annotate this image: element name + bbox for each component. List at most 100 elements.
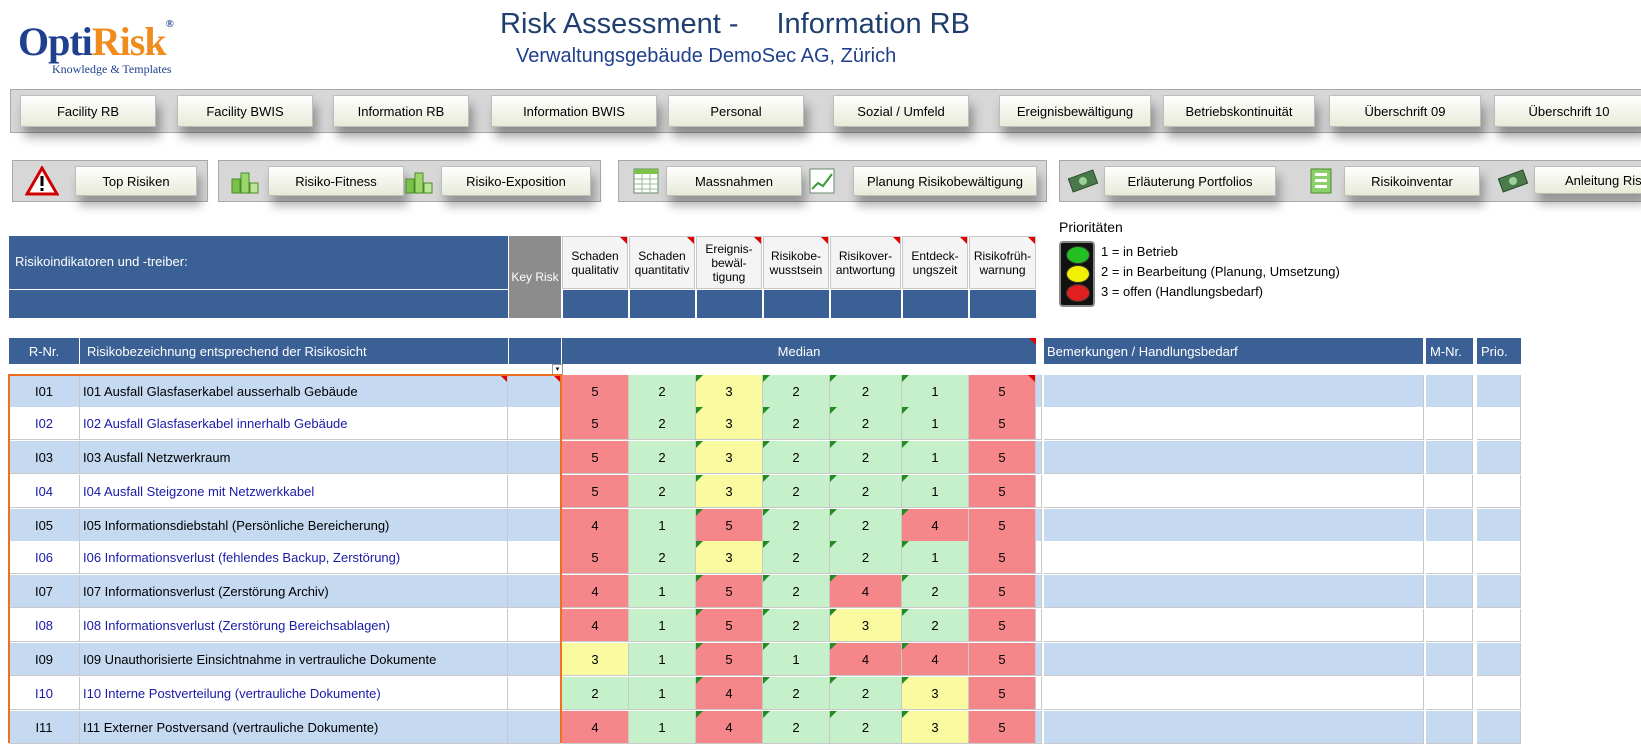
median-value-cell[interactable]: 4 <box>696 677 763 710</box>
remarks-cell[interactable] <box>1044 643 1424 676</box>
median-value-cell[interactable]: 1 <box>629 711 696 744</box>
table-row[interactable]: I03 I03 Ausfall Netzwerkraum 5 2 3 2 2 1 5 <box>9 441 1521 474</box>
remarks-cell[interactable] <box>1044 711 1424 744</box>
key-risk-cell[interactable] <box>508 407 561 440</box>
key-risk-cell[interactable] <box>508 711 561 744</box>
risk-id-cell[interactable]: I11 <box>9 711 80 744</box>
risk-name-cell[interactable]: I03 Ausfall Netzwerkraum <box>80 441 508 474</box>
risk-id-cell[interactable]: I05 <box>9 509 80 542</box>
prio-cell[interactable] <box>1477 407 1521 440</box>
prio-cell[interactable] <box>1477 609 1521 642</box>
median-value-cell[interactable]: 2 <box>830 375 902 408</box>
nav-personal-button[interactable]: Personal <box>668 95 804 127</box>
risiko-fitness-button[interactable]: Risiko-Fitness <box>268 166 404 196</box>
risk-name-cell[interactable]: I07 Informationsverlust (Zerstörung Arch… <box>80 575 508 608</box>
remarks-cell[interactable] <box>1044 407 1424 440</box>
nav-betriebskontinuitaet-button[interactable]: Betriebskontinuität <box>1163 95 1315 127</box>
median-value-cell[interactable]: 3 <box>902 711 969 744</box>
key-risk-cell[interactable] <box>508 509 561 542</box>
indicator-value-cell[interactable] <box>562 290 628 318</box>
prio-cell[interactable] <box>1477 541 1521 574</box>
median-value-cell[interactable]: 2 <box>763 407 830 440</box>
massnahmen-button[interactable]: Massnahmen <box>666 166 802 196</box>
median-value-cell[interactable]: 1 <box>902 375 969 408</box>
nav-facility-rb-button[interactable]: Facility RB <box>20 95 156 127</box>
nav-ueberschrift-10-button[interactable]: Überschrift 10 <box>1494 95 1641 127</box>
median-value-cell[interactable]: 4 <box>562 609 629 642</box>
risiko-exposition-button[interactable]: Risiko-Exposition <box>441 166 591 196</box>
key-risk-cell[interactable] <box>508 575 561 608</box>
median-value-cell[interactable]: 5 <box>969 441 1036 474</box>
table-row[interactable]: I06 I06 Informationsverlust (fehlendes Ba… <box>9 541 1521 574</box>
median-value-cell[interactable]: 3 <box>696 375 763 408</box>
median-value-cell[interactable]: 4 <box>696 711 763 744</box>
median-value-cell[interactable]: 5 <box>969 475 1036 508</box>
median-value-cell[interactable]: 1 <box>902 541 969 574</box>
risk-name-cell[interactable]: I05 Informationsdiebstahl (Persönliche B… <box>80 509 508 542</box>
planung-risikobewaeltigung-button[interactable]: Planung Risikobewältigung <box>853 166 1037 196</box>
remarks-cell[interactable] <box>1044 475 1424 508</box>
key-risk-cell[interactable] <box>508 677 561 710</box>
prio-cell[interactable] <box>1477 375 1521 408</box>
nav-sozial-umfeld-button[interactable]: Sozial / Umfeld <box>833 95 969 127</box>
risk-id-cell[interactable]: I06 <box>9 541 80 574</box>
risk-id-cell[interactable]: I01 <box>9 375 80 408</box>
indicator-value-cell[interactable] <box>902 290 968 318</box>
median-value-cell[interactable]: 2 <box>763 441 830 474</box>
risk-id-cell[interactable]: I04 <box>9 475 80 508</box>
risk-name-cell[interactable]: I02 Ausfall Glasfaserkabel innerhalb Geb… <box>80 407 508 440</box>
median-value-cell[interactable]: 5 <box>696 609 763 642</box>
top-risiken-button[interactable]: Top Risiken <box>75 166 197 196</box>
risk-id-cell[interactable]: I09 <box>9 643 80 676</box>
median-value-cell[interactable]: 3 <box>696 475 763 508</box>
risk-name-cell[interactable]: I04 Ausfall Steigzone mit Netzwerkkabel <box>80 475 508 508</box>
median-value-cell[interactable]: 5 <box>696 643 763 676</box>
key-risk-cell[interactable] <box>508 643 561 676</box>
chart-icon[interactable] <box>805 165 839 197</box>
median-value-cell[interactable]: 2 <box>763 375 830 408</box>
nav-ueberschrift-09-button[interactable]: Überschrift 09 <box>1329 95 1481 127</box>
risk-name-cell[interactable]: I06 Informationsverlust (fehlendes Backu… <box>80 541 508 574</box>
remarks-cell[interactable] <box>1044 441 1424 474</box>
m-nr-cell[interactable] <box>1426 541 1473 574</box>
median-value-cell[interactable]: 2 <box>830 677 902 710</box>
median-value-cell[interactable]: 4 <box>562 575 629 608</box>
median-value-cell[interactable]: 2 <box>830 441 902 474</box>
median-value-cell[interactable]: 5 <box>969 711 1036 744</box>
median-value-cell[interactable]: 5 <box>969 575 1036 608</box>
m-nr-cell[interactable] <box>1426 475 1473 508</box>
median-value-cell[interactable]: 2 <box>562 677 629 710</box>
risk-name-cell[interactable]: I01 Ausfall Glasfaserkabel ausserhalb Ge… <box>80 375 508 408</box>
median-value-cell[interactable]: 4 <box>902 643 969 676</box>
table-row[interactable]: I11 I11 Externer Postversand (vertraulich… <box>9 711 1521 744</box>
table-row[interactable]: I07 I07 Informationsverlust (Zerstörung A… <box>9 575 1521 608</box>
nav-information-rb-button[interactable]: Information RB <box>333 95 469 127</box>
median-value-cell[interactable]: 1 <box>902 475 969 508</box>
m-nr-cell[interactable] <box>1426 509 1473 542</box>
prio-cell[interactable] <box>1477 441 1521 474</box>
key-risk-cell[interactable] <box>508 441 561 474</box>
risk-name-cell[interactable]: I09 Unauthorisierte Einsichtnahme in ver… <box>80 643 508 676</box>
median-value-cell[interactable]: 2 <box>629 475 696 508</box>
m-nr-cell[interactable] <box>1426 575 1473 608</box>
median-value-cell[interactable]: 5 <box>969 541 1036 574</box>
remarks-cell[interactable] <box>1044 541 1424 574</box>
median-value-cell[interactable]: 2 <box>629 375 696 408</box>
key-risk-cell[interactable] <box>508 475 561 508</box>
median-value-cell[interactable]: 2 <box>902 575 969 608</box>
prio-cell[interactable] <box>1477 711 1521 744</box>
median-value-cell[interactable]: 3 <box>830 609 902 642</box>
median-value-cell[interactable]: 1 <box>763 643 830 676</box>
risk-id-cell[interactable]: I07 <box>9 575 80 608</box>
median-value-cell[interactable]: 5 <box>562 541 629 574</box>
remarks-cell[interactable] <box>1044 677 1424 710</box>
m-nr-cell[interactable] <box>1426 375 1473 408</box>
table-row[interactable]: I08 I08 Informationsverlust (Zerstörung B… <box>9 609 1521 642</box>
table-row[interactable]: I02 I02 Ausfall Glasfaserkabel innerhalb … <box>9 407 1521 440</box>
nav-information-bwis-button[interactable]: Information BWIS <box>491 95 657 127</box>
key-risk-cell[interactable] <box>508 541 561 574</box>
remarks-cell[interactable] <box>1044 375 1424 408</box>
table-row[interactable]: I10 I10 Interne Postverteilung (vertrauli… <box>9 677 1521 710</box>
median-value-cell[interactable]: 5 <box>969 677 1036 710</box>
median-value-cell[interactable]: 5 <box>969 407 1036 440</box>
